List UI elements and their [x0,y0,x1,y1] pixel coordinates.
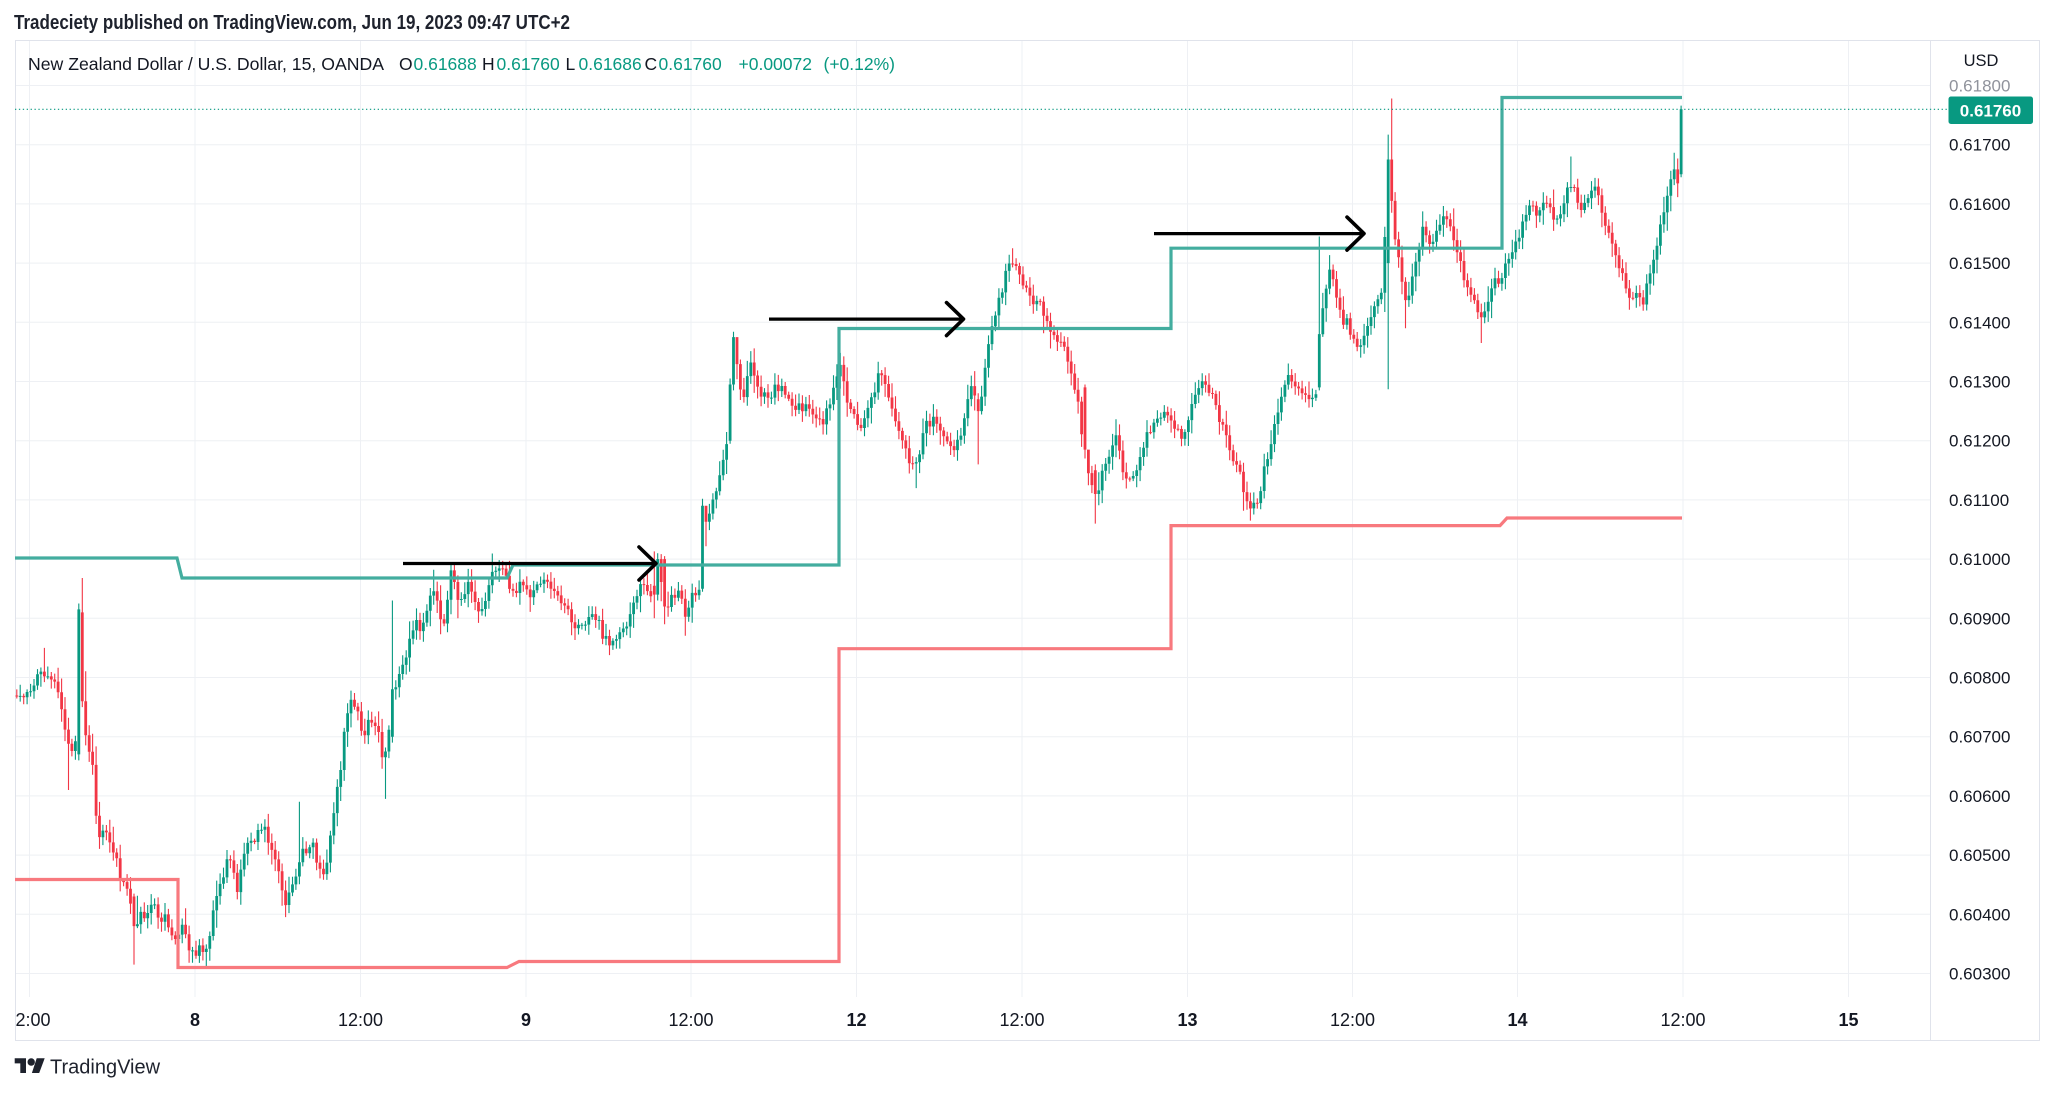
svg-text:New Zealand Dollar / U.S. Doll: New Zealand Dollar / U.S. Dollar, 15, OA… [28,54,384,74]
svg-text:0.60500: 0.60500 [1949,846,2010,865]
svg-text:12:00: 12:00 [338,1010,383,1030]
svg-text:0.60600: 0.60600 [1949,787,2010,806]
svg-text:0.60900: 0.60900 [1949,609,2010,628]
svg-text:0.61760: 0.61760 [659,54,723,74]
svg-text:14: 14 [1507,1010,1527,1030]
svg-text:C: C [645,54,658,74]
svg-text:0.61400: 0.61400 [1949,313,2010,332]
svg-text:0.61686: 0.61686 [579,54,642,74]
svg-text:0.61000: 0.61000 [1949,550,2010,569]
svg-text:0.61500: 0.61500 [1949,254,2010,273]
svg-text:H: H [482,54,495,74]
svg-text:USD: USD [1964,52,1999,70]
svg-text:9: 9 [521,1010,531,1030]
svg-text:0.61700: 0.61700 [1949,136,2010,155]
svg-text:12:00: 12:00 [999,1010,1044,1030]
svg-text:12:00: 12:00 [1660,1010,1705,1030]
svg-text:O: O [399,54,413,74]
svg-text:0.61760: 0.61760 [497,54,561,74]
svg-text:12:00: 12:00 [1330,1010,1375,1030]
svg-text:Tradeciety published on Tradin: Tradeciety published on TradingView.com,… [14,11,570,34]
svg-text:0.61100: 0.61100 [1949,491,2009,510]
svg-text:TradingView: TradingView [50,1057,161,1079]
svg-text:12: 12 [846,1010,866,1030]
svg-text:(+0.12%): (+0.12%) [824,54,896,74]
svg-text:+0.00072: +0.00072 [739,54,812,74]
svg-text:13: 13 [1177,1010,1197,1030]
svg-text:0.61688: 0.61688 [414,54,477,74]
svg-text:0.61600: 0.61600 [1949,195,2010,214]
svg-text:0.61200: 0.61200 [1949,432,2010,451]
svg-text:L: L [566,54,576,74]
svg-text:0.61800: 0.61800 [1949,77,2010,96]
svg-text:8: 8 [190,1010,200,1030]
svg-text:15: 15 [1838,1010,1858,1030]
svg-text:0.60800: 0.60800 [1949,669,2010,688]
svg-text:0.60700: 0.60700 [1949,728,2010,747]
svg-text:2:00: 2:00 [15,1010,50,1030]
svg-text:0.60300: 0.60300 [1949,965,2010,984]
svg-text:0.61760: 0.61760 [1960,102,2021,121]
svg-text:12:00: 12:00 [668,1010,713,1030]
svg-text:0.61300: 0.61300 [1949,373,2010,392]
svg-text:0.60400: 0.60400 [1949,905,2010,924]
